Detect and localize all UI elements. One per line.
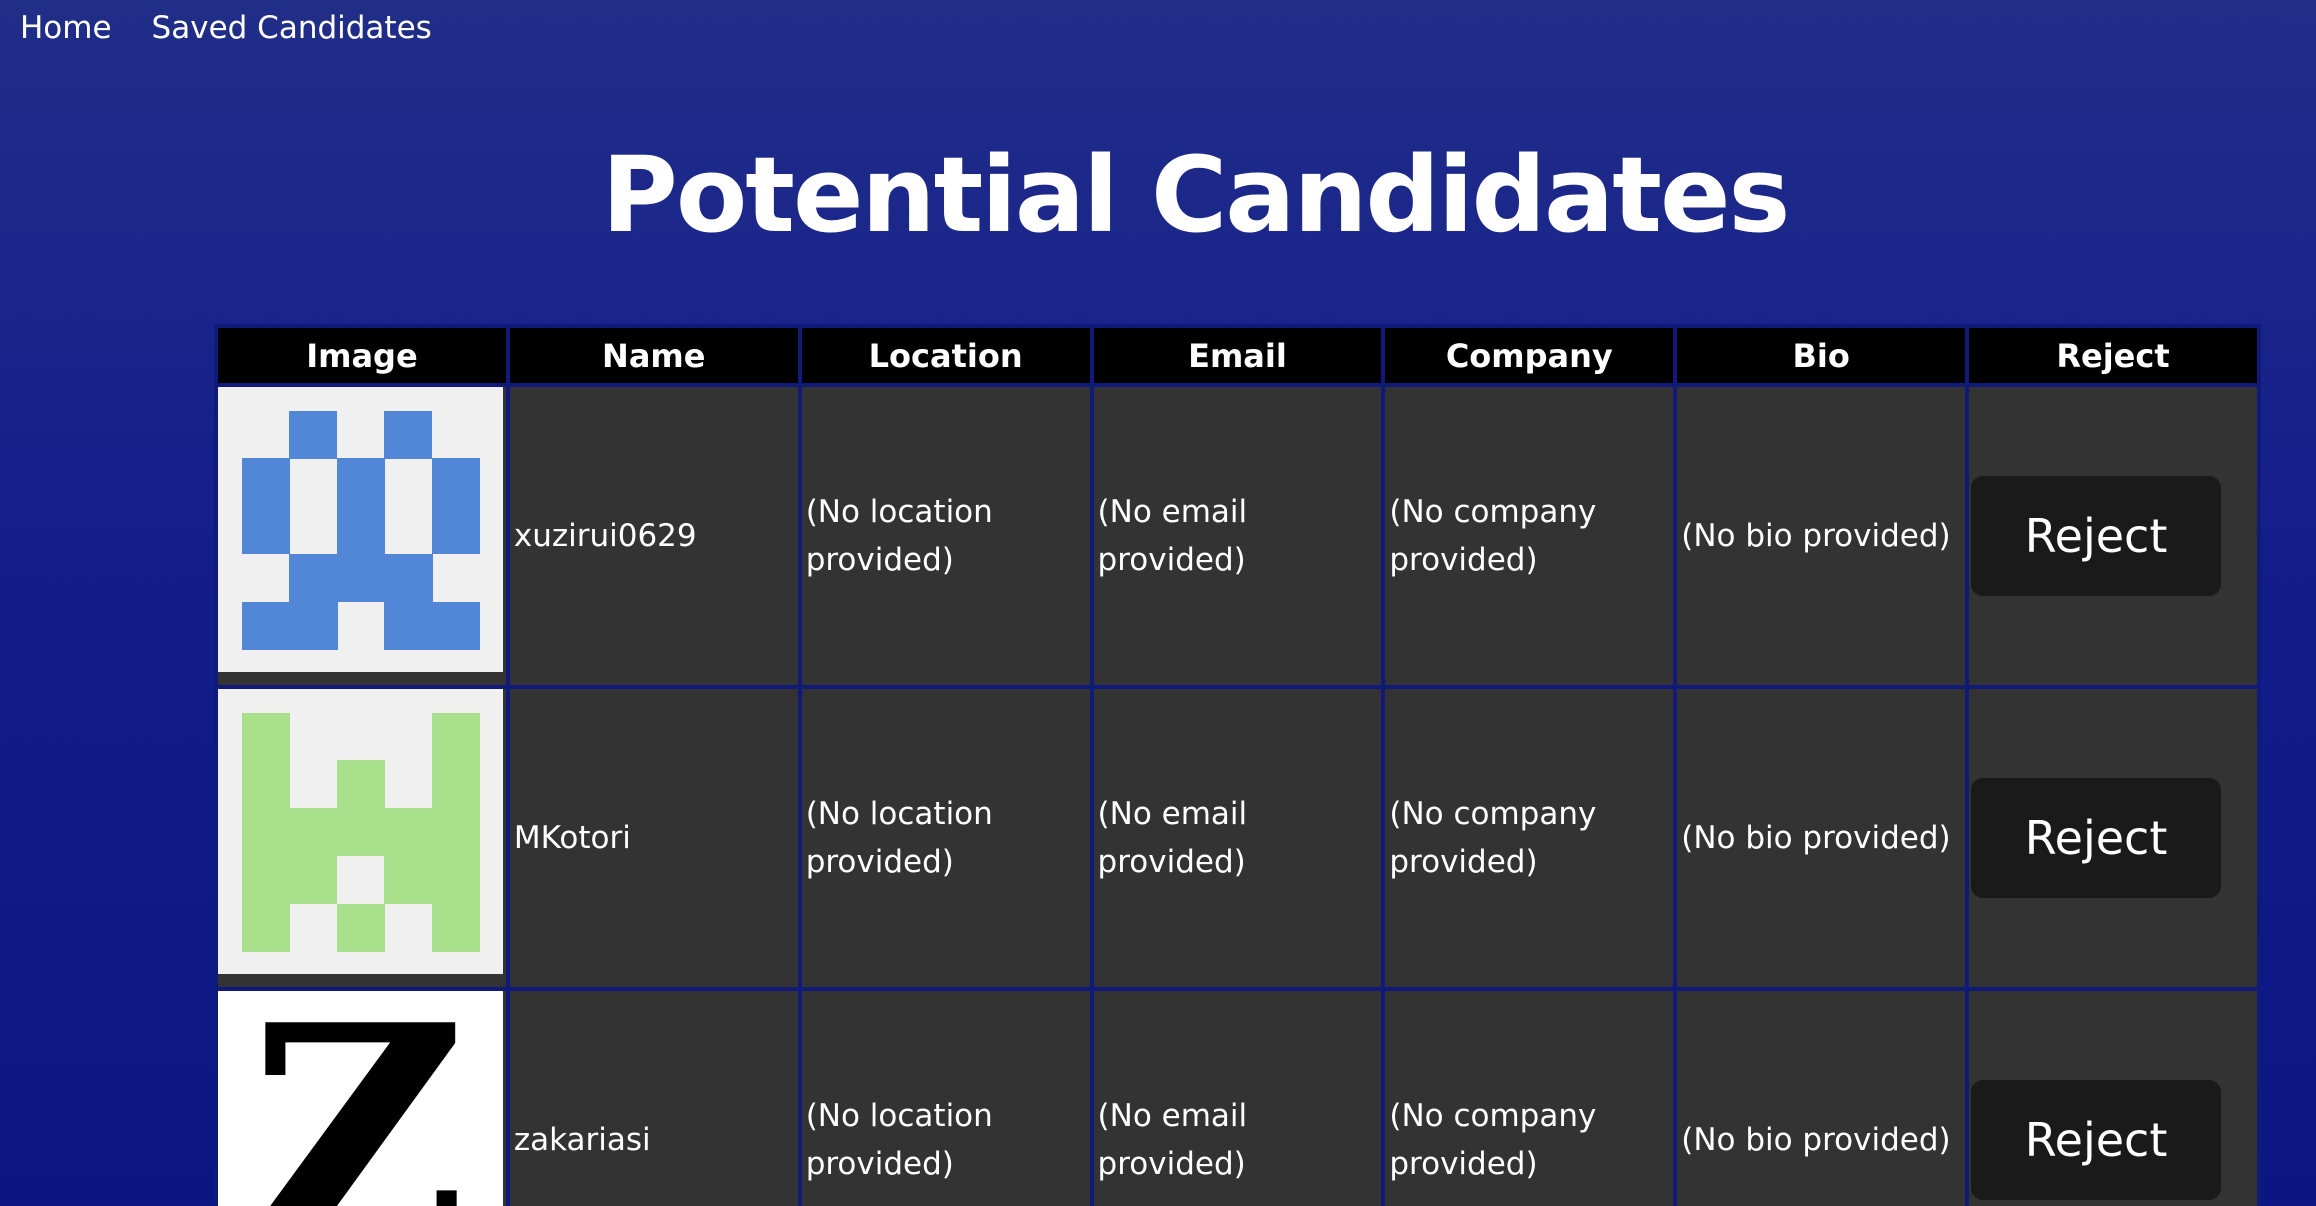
bio-cell: (No bio provided) bbox=[1673, 685, 1970, 991]
reject-cell: Reject bbox=[1965, 685, 2261, 991]
letter-avatar: Z bbox=[218, 991, 503, 1206]
image-cell: Z bbox=[214, 987, 510, 1206]
candidates-table: Image Name Location Email Company Bio Re… bbox=[214, 324, 2261, 1206]
location-cell: (No location provided) bbox=[797, 685, 1094, 991]
location-cell: (No location provided) bbox=[797, 383, 1094, 689]
identicon-avatar bbox=[218, 387, 503, 672]
nav-saved-candidates-link[interactable]: Saved Candidates bbox=[151, 10, 432, 46]
header-image: Image bbox=[214, 324, 510, 387]
header-location: Location bbox=[797, 324, 1094, 387]
name-cell: xuzirui0629 bbox=[505, 383, 802, 689]
table-row: xuzirui0629 (No location provided) (No e… bbox=[214, 383, 2261, 689]
table-header-row: Image Name Location Email Company Bio Re… bbox=[214, 324, 2261, 387]
candidates-table-container: Image Name Location Email Company Bio Re… bbox=[214, 324, 2261, 1206]
svg-text:Z: Z bbox=[249, 991, 468, 1206]
company-cell: (No company provided) bbox=[1381, 685, 1678, 991]
bio-cell: (No bio provided) bbox=[1673, 987, 1970, 1206]
location-cell: (No location provided) bbox=[797, 987, 1094, 1206]
company-cell: (No company provided) bbox=[1381, 987, 1678, 1206]
header-reject: Reject bbox=[1965, 324, 2261, 387]
email-cell: (No email provided) bbox=[1089, 987, 1386, 1206]
image-cell bbox=[214, 685, 510, 991]
reject-cell: Reject bbox=[1965, 383, 2261, 689]
header-email: Email bbox=[1089, 324, 1386, 387]
bio-cell: (No bio provided) bbox=[1673, 383, 1970, 689]
table-row: Z zakariasi (No location provided) (No e… bbox=[214, 987, 2261, 1206]
reject-button[interactable]: Reject bbox=[1971, 476, 2222, 596]
email-cell: (No email provided) bbox=[1089, 685, 1386, 991]
header-bio: Bio bbox=[1673, 324, 1970, 387]
name-cell: MKotori bbox=[505, 685, 802, 991]
email-cell: (No email provided) bbox=[1089, 383, 1386, 689]
table-row: MKotori (No location provided) (No email… bbox=[214, 685, 2261, 991]
reject-button[interactable]: Reject bbox=[1971, 1080, 2222, 1200]
reject-cell: Reject bbox=[1965, 987, 2261, 1206]
page-title: Potential Candidates bbox=[601, 134, 1791, 256]
name-cell: zakariasi bbox=[505, 987, 802, 1206]
nav-home-link[interactable]: Home bbox=[20, 10, 112, 46]
header-name: Name bbox=[505, 324, 802, 387]
company-cell: (No company provided) bbox=[1381, 383, 1678, 689]
top-nav: Home Saved Candidates bbox=[20, 6, 432, 50]
reject-button[interactable]: Reject bbox=[1971, 778, 2222, 898]
identicon-avatar bbox=[218, 689, 503, 974]
image-cell bbox=[214, 383, 510, 689]
header-company: Company bbox=[1381, 324, 1678, 387]
